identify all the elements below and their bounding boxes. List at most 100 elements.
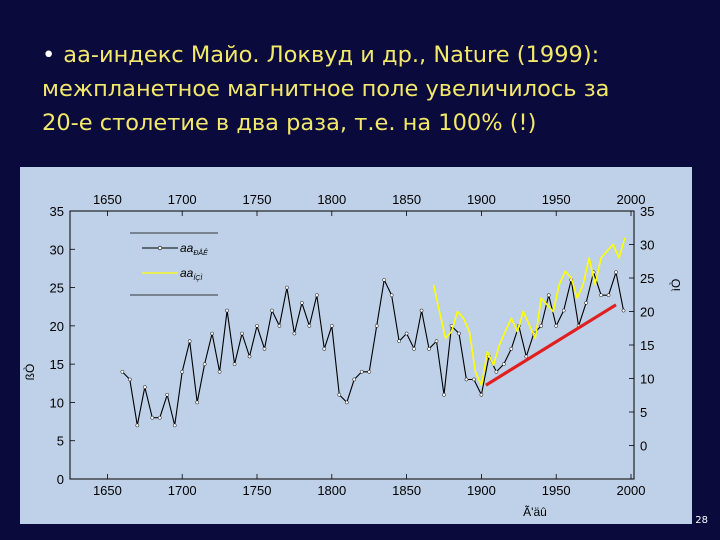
x-tick-label-bottom-5: 1900 [467, 483, 496, 498]
x-axis-label: Ã'äû [523, 505, 547, 519]
page-number: 28 [695, 515, 708, 526]
y-left-tick-label-1: 5 [57, 434, 64, 449]
aa-point-62 [584, 301, 588, 305]
aa-point-47 [472, 377, 476, 382]
aa-point-35 [382, 278, 387, 282]
aa-point-66 [614, 270, 618, 275]
y-left-tick-label-5: 25 [50, 281, 64, 296]
aa-point-37 [397, 339, 401, 344]
legend-imf-label: aaÍÇÌ [180, 266, 203, 282]
aa-point-50 [494, 369, 499, 374]
aa-point-0 [120, 369, 125, 374]
legend-aa-marker [157, 245, 163, 251]
x-tick-label-top-1: 1700 [168, 192, 197, 207]
aa-point-51 [501, 362, 506, 366]
slide-text: • аа-индекс Майо. Локвуд и др., Nature (1… [42, 38, 702, 140]
aa-point-21 [277, 324, 282, 328]
aa-point-26 [314, 293, 319, 298]
aa-point-54 [524, 354, 529, 359]
aa-point-34 [374, 324, 379, 328]
aa-point-5 [157, 415, 162, 420]
aa-point-25 [307, 324, 312, 328]
chart-panel: aaÐÅÊ aaÍÇÌ Ã'äû ßÒ ìÒ 1650 1650 1700 1700 1… [20, 167, 692, 524]
aa-point-15 [232, 362, 237, 366]
aa-point-46 [464, 377, 469, 382]
aa-index-chart: aaÐÅÊ aaÍÇÌ Ã'äû ßÒ ìÒ 1650 1650 1700 1700 1… [22, 192, 683, 519]
y-right-tick-label-5: 25 [640, 271, 654, 286]
aa-point-38 [404, 331, 409, 336]
aa-point-4 [150, 415, 155, 420]
x-tick-label-bottom-4: 1850 [392, 483, 421, 498]
aa-point-45 [457, 331, 461, 336]
y-right-tick-label-0: 0 [640, 439, 647, 454]
aa-point-40 [419, 308, 424, 313]
y-left-tick-label-4: 20 [50, 319, 64, 334]
aa-point-41 [427, 346, 431, 351]
y-right-tick-label-2: 10 [640, 372, 654, 387]
aa-point-67 [621, 308, 626, 313]
aa-point-65 [606, 293, 611, 298]
x-tick-label-bottom-3: 1800 [317, 483, 346, 498]
aa-point-57 [546, 293, 551, 298]
aa-point-7 [172, 423, 177, 428]
slide-line-1: • аа-индекс Майо. Локвуд и др., Nature (1… [42, 38, 702, 72]
series-line-imf [432, 237, 626, 386]
x-tick-label-bottom-6: 1950 [542, 483, 571, 498]
aa-point-56 [539, 324, 544, 328]
x-tick-label-bottom-2: 1750 [243, 483, 272, 498]
aa-point-1 [127, 377, 132, 382]
x-tick-label-top-7: 2000 [617, 192, 646, 207]
x-tick-label-top-4: 1850 [392, 192, 421, 207]
aa-point-59 [561, 308, 566, 313]
x-tick-label-top-6: 1950 [542, 192, 571, 207]
x-tick-label-bottom-1: 1700 [168, 483, 197, 498]
aa-point-3 [142, 385, 147, 389]
aa-point-6 [165, 392, 170, 397]
slide-line-1-text: аа-индекс Майо. Локвуд и др., Nature (19… [63, 42, 600, 68]
legend: aaÐÅÊ aaÍÇÌ [130, 232, 218, 296]
x-tick-label-top-5: 1900 [467, 192, 496, 207]
y-left-tick-label-0: 0 [57, 472, 64, 487]
y-right-tick-label-1: 5 [640, 405, 647, 420]
aa-point-19 [262, 346, 267, 351]
aa-point-23 [292, 331, 297, 336]
y-left-tick-label-6: 30 [50, 242, 64, 257]
aa-point-20 [270, 308, 274, 313]
x-tick-label-top-2: 1750 [243, 192, 272, 207]
y-left-tick-label-2: 10 [50, 395, 64, 410]
series-line-trend [485, 303, 617, 387]
aa-point-42 [434, 339, 439, 344]
aa-point-32 [359, 369, 364, 374]
x-tick-label-bottom-0: 1650 [93, 483, 122, 498]
x-tick-label-bottom-7: 2000 [617, 483, 646, 498]
y-right-tick-label-6: 30 [640, 238, 654, 253]
slide-line-2: межпланетное магнитное поле увеличилось … [42, 76, 610, 102]
aa-point-48 [479, 392, 484, 397]
aa-point-10 [195, 400, 200, 405]
y-right-tick-label-4: 20 [640, 305, 654, 320]
aa-point-27 [322, 346, 327, 351]
bullet-icon: • [42, 42, 56, 68]
legend-aa-label: aaÐÅÊ [180, 241, 208, 257]
aa-point-12 [210, 331, 214, 336]
aa-point-16 [240, 331, 244, 336]
aa-point-39 [412, 346, 416, 351]
aa-point-29 [337, 392, 342, 397]
aa-point-58 [554, 324, 559, 328]
y-left-tick-label-3: 15 [50, 357, 64, 372]
aa-point-30 [344, 400, 349, 405]
aa-point-52 [509, 346, 514, 351]
aa-point-8 [180, 369, 185, 374]
aa-point-22 [285, 285, 289, 290]
aa-point-43 [442, 392, 446, 397]
aa-point-36 [389, 293, 394, 298]
aa-point-14 [225, 308, 229, 313]
y-right-tick-label-3: 15 [640, 338, 654, 353]
y-axis-left-label: ßÒ [22, 364, 37, 381]
aa-point-33 [367, 369, 372, 374]
aa-point-64 [599, 293, 603, 298]
y-axis-right-label: ìÒ [668, 279, 683, 292]
x-tick-label-top-3: 1800 [317, 192, 346, 207]
y-right-tick-label-7: 35 [640, 204, 654, 219]
aa-point-24 [300, 301, 304, 305]
